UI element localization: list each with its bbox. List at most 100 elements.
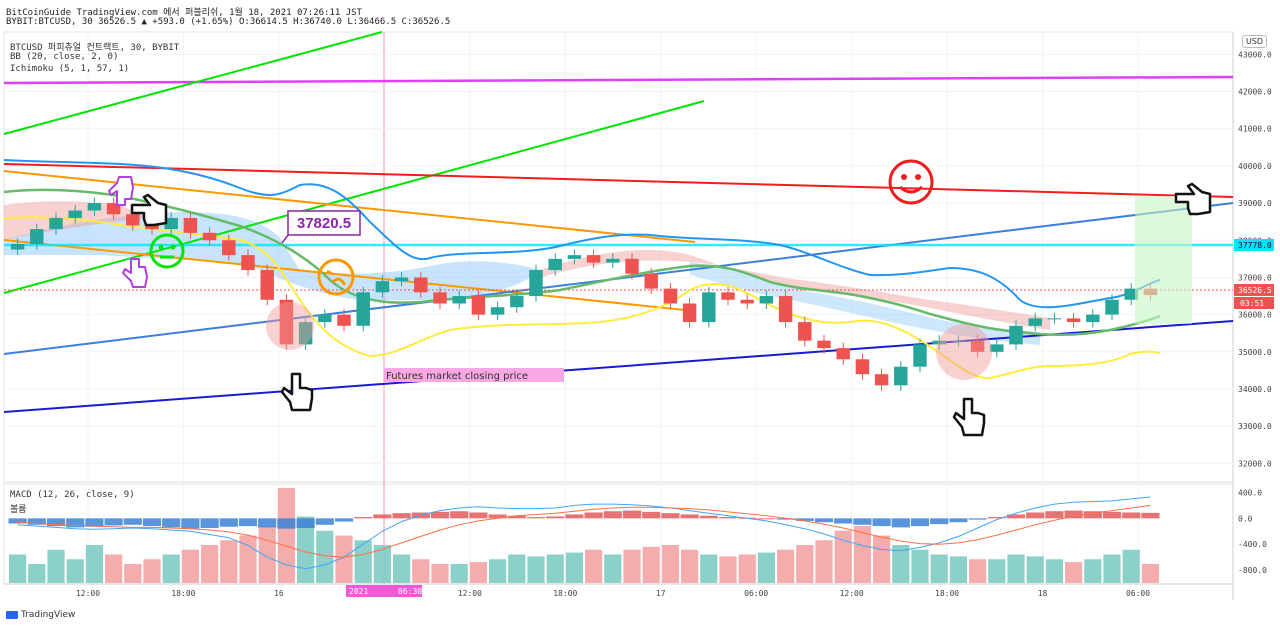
candle-body (759, 296, 774, 304)
macd-hist-bar (642, 511, 661, 519)
macd-hist-bar (1122, 512, 1141, 519)
brand-label: TradingView (21, 610, 76, 620)
macd-hist-bar (853, 518, 872, 525)
volume-bar (1103, 554, 1121, 583)
countdown-text: 03:51 (1240, 299, 1264, 308)
header-publish-line: BitCoinGuide TradingView.com 에서 퍼블리쉬, 1월… (6, 8, 362, 18)
macd-hist-bar (622, 510, 642, 519)
candle-body (913, 344, 927, 367)
macd-signal-line (17, 504, 1151, 558)
candle-body (87, 203, 102, 211)
candle-body (970, 340, 985, 352)
grid-lines (4, 32, 1233, 584)
y-tick-label: 39000.0 (1238, 199, 1272, 208)
candle-body (375, 281, 390, 293)
macd-line (17, 496, 1151, 570)
currency-button[interactable]: USD (1242, 35, 1268, 48)
magenta-resistance-line (3, 75, 1234, 85)
volume-bar (143, 559, 161, 583)
volume-bar (1141, 564, 1159, 583)
legend-symbol[interactable]: BTCUSD 퍼피츄얼 컨트랙트, 30, BYBIT (10, 43, 180, 53)
candlesticks (10, 197, 1158, 391)
macd-hist-bar (488, 514, 507, 519)
x-tick-label: 12:00 (458, 589, 482, 598)
volume-bar (489, 559, 507, 583)
volume-bar (585, 549, 603, 583)
volume-bar (258, 526, 276, 583)
macd-hist-bar (334, 518, 354, 522)
macd-y-tick-label: 400.0 (1238, 488, 1262, 497)
macd-hist-bar (373, 514, 392, 519)
legend-volume[interactable]: 볼륨 (10, 505, 27, 515)
candle-body (164, 217, 178, 230)
candle-body (1028, 318, 1042, 326)
candle-body (106, 203, 121, 215)
candle-body (798, 322, 812, 341)
macd-hist-bar (603, 511, 622, 519)
candle-body (260, 270, 274, 300)
candle-body (1124, 288, 1138, 300)
macd-hist-bar (526, 517, 546, 519)
y-tick-label: 36000.0 (1238, 311, 1272, 320)
candle-body (740, 299, 754, 304)
candle-body (471, 296, 486, 315)
volume-bar (124, 564, 142, 583)
macd-hist-bar (584, 512, 603, 519)
volume-bar (834, 530, 852, 583)
candle-body (586, 255, 601, 263)
macd-hist-bar (795, 518, 814, 521)
volume-bar (181, 549, 199, 583)
volume-bar (105, 554, 123, 583)
tradingview-brand[interactable]: TradingView (6, 610, 75, 620)
candle-body (452, 296, 466, 304)
last-price-text: 36526.5 (1238, 286, 1272, 295)
price-callout-text: 37820.5 (297, 215, 351, 232)
candle-body (49, 217, 63, 230)
volume-bar (85, 545, 103, 583)
candle-body (490, 307, 505, 315)
bb-lower-band (3, 216, 1161, 380)
macd-hist-bar (354, 517, 373, 519)
macd-hist-bar (27, 518, 46, 525)
candle-body (356, 292, 370, 326)
red-trend-line (3, 163, 1234, 198)
volume-bar (450, 564, 468, 583)
macd-y-tick-label: -800.0 (1238, 566, 1267, 575)
candle-body (318, 314, 332, 323)
volume-bar (873, 535, 891, 583)
macd-hist-bar (872, 518, 891, 527)
header-ohlc-line: BYBIT:BTCUSD, 30 36526.5 ▲ +593.0 (+1.65… (6, 17, 451, 27)
macd-hist-bar (661, 513, 680, 519)
macd-hist-bar (181, 518, 200, 529)
candle-body (894, 366, 908, 386)
macd-hist-bar (200, 518, 219, 529)
volume-bar (393, 554, 411, 583)
volume-bar (47, 549, 65, 583)
pointing-hand-icon-far-right (1174, 182, 1212, 216)
y-tick-label: 35000.0 (1238, 348, 1272, 357)
macd-hist-bar (1026, 512, 1045, 519)
candle-body (682, 303, 697, 323)
date-tag-left-text: 2021 (349, 587, 368, 596)
x-tick-label: 16 (274, 589, 284, 598)
macd-hist-bar (949, 518, 968, 523)
macd-hist-bar (430, 511, 450, 519)
x-tick-label: 06:00 (1126, 589, 1150, 598)
candle-body (414, 277, 428, 293)
macd-hist-bar (565, 514, 584, 519)
price-callout-box[interactable] (287, 210, 361, 236)
legend-ichimoku[interactable]: Ichimoku (5, 1, 57, 1) (10, 64, 130, 74)
y-tick-label: 34000.0 (1238, 385, 1272, 394)
legend-bb[interactable]: BB (20, close, 2, 0) (10, 52, 119, 62)
legend-macd[interactable]: MACD (12, 26, close, 9) (10, 490, 135, 500)
y-tick-label: 40000.0 (1238, 162, 1272, 171)
candle-body (548, 258, 562, 271)
volume-bar (316, 530, 334, 583)
pointing-hand-icon-purple-down (122, 258, 148, 288)
y-tick-label: 42000.0 (1238, 88, 1272, 97)
volume-bar (949, 556, 967, 583)
macd-hist-bar (718, 517, 738, 519)
volume-bar (969, 559, 987, 583)
